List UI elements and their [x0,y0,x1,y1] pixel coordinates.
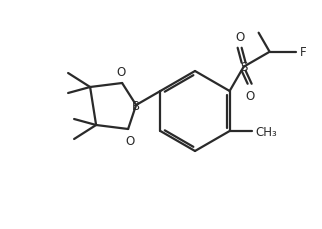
Text: O: O [126,134,135,147]
Text: B: B [132,99,140,112]
Text: O: O [117,66,126,79]
Text: F: F [300,46,306,59]
Text: O: O [235,31,244,44]
Text: O: O [245,89,254,102]
Text: CH₃: CH₃ [256,125,277,138]
Text: S: S [240,61,247,74]
